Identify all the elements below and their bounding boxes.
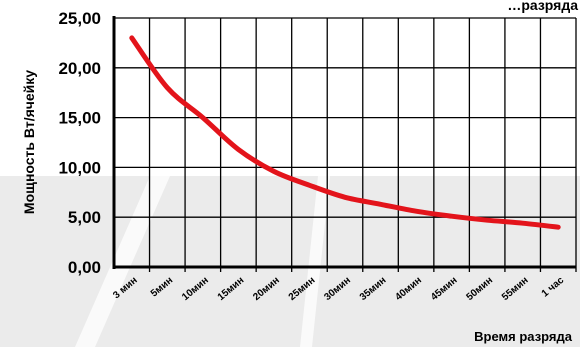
y-axis-label: Мощность Вт/ячейку [21, 70, 37, 214]
y-tick-label: 25,00 [58, 9, 101, 28]
x-axis-label: Время разряда [474, 329, 573, 344]
series-line [129, 35, 561, 230]
background-upper [0, 0, 580, 176]
chart-title: …разряда [507, 0, 578, 13]
background-decoration-stripe [75, 176, 170, 347]
y-axis-tick-labels: 0,00 5,00 10,00 15,00 20,00 25,00 [58, 9, 101, 277]
grid [114, 17, 577, 272]
y-tick-label: 5,00 [68, 208, 101, 227]
y-tick-label: 10,00 [58, 158, 101, 177]
y-tick-label: 20,00 [58, 59, 101, 78]
y-tick-label: 0,00 [68, 258, 101, 277]
background-decoration-stripe [300, 176, 330, 347]
y-tick-label: 15,00 [58, 109, 101, 128]
